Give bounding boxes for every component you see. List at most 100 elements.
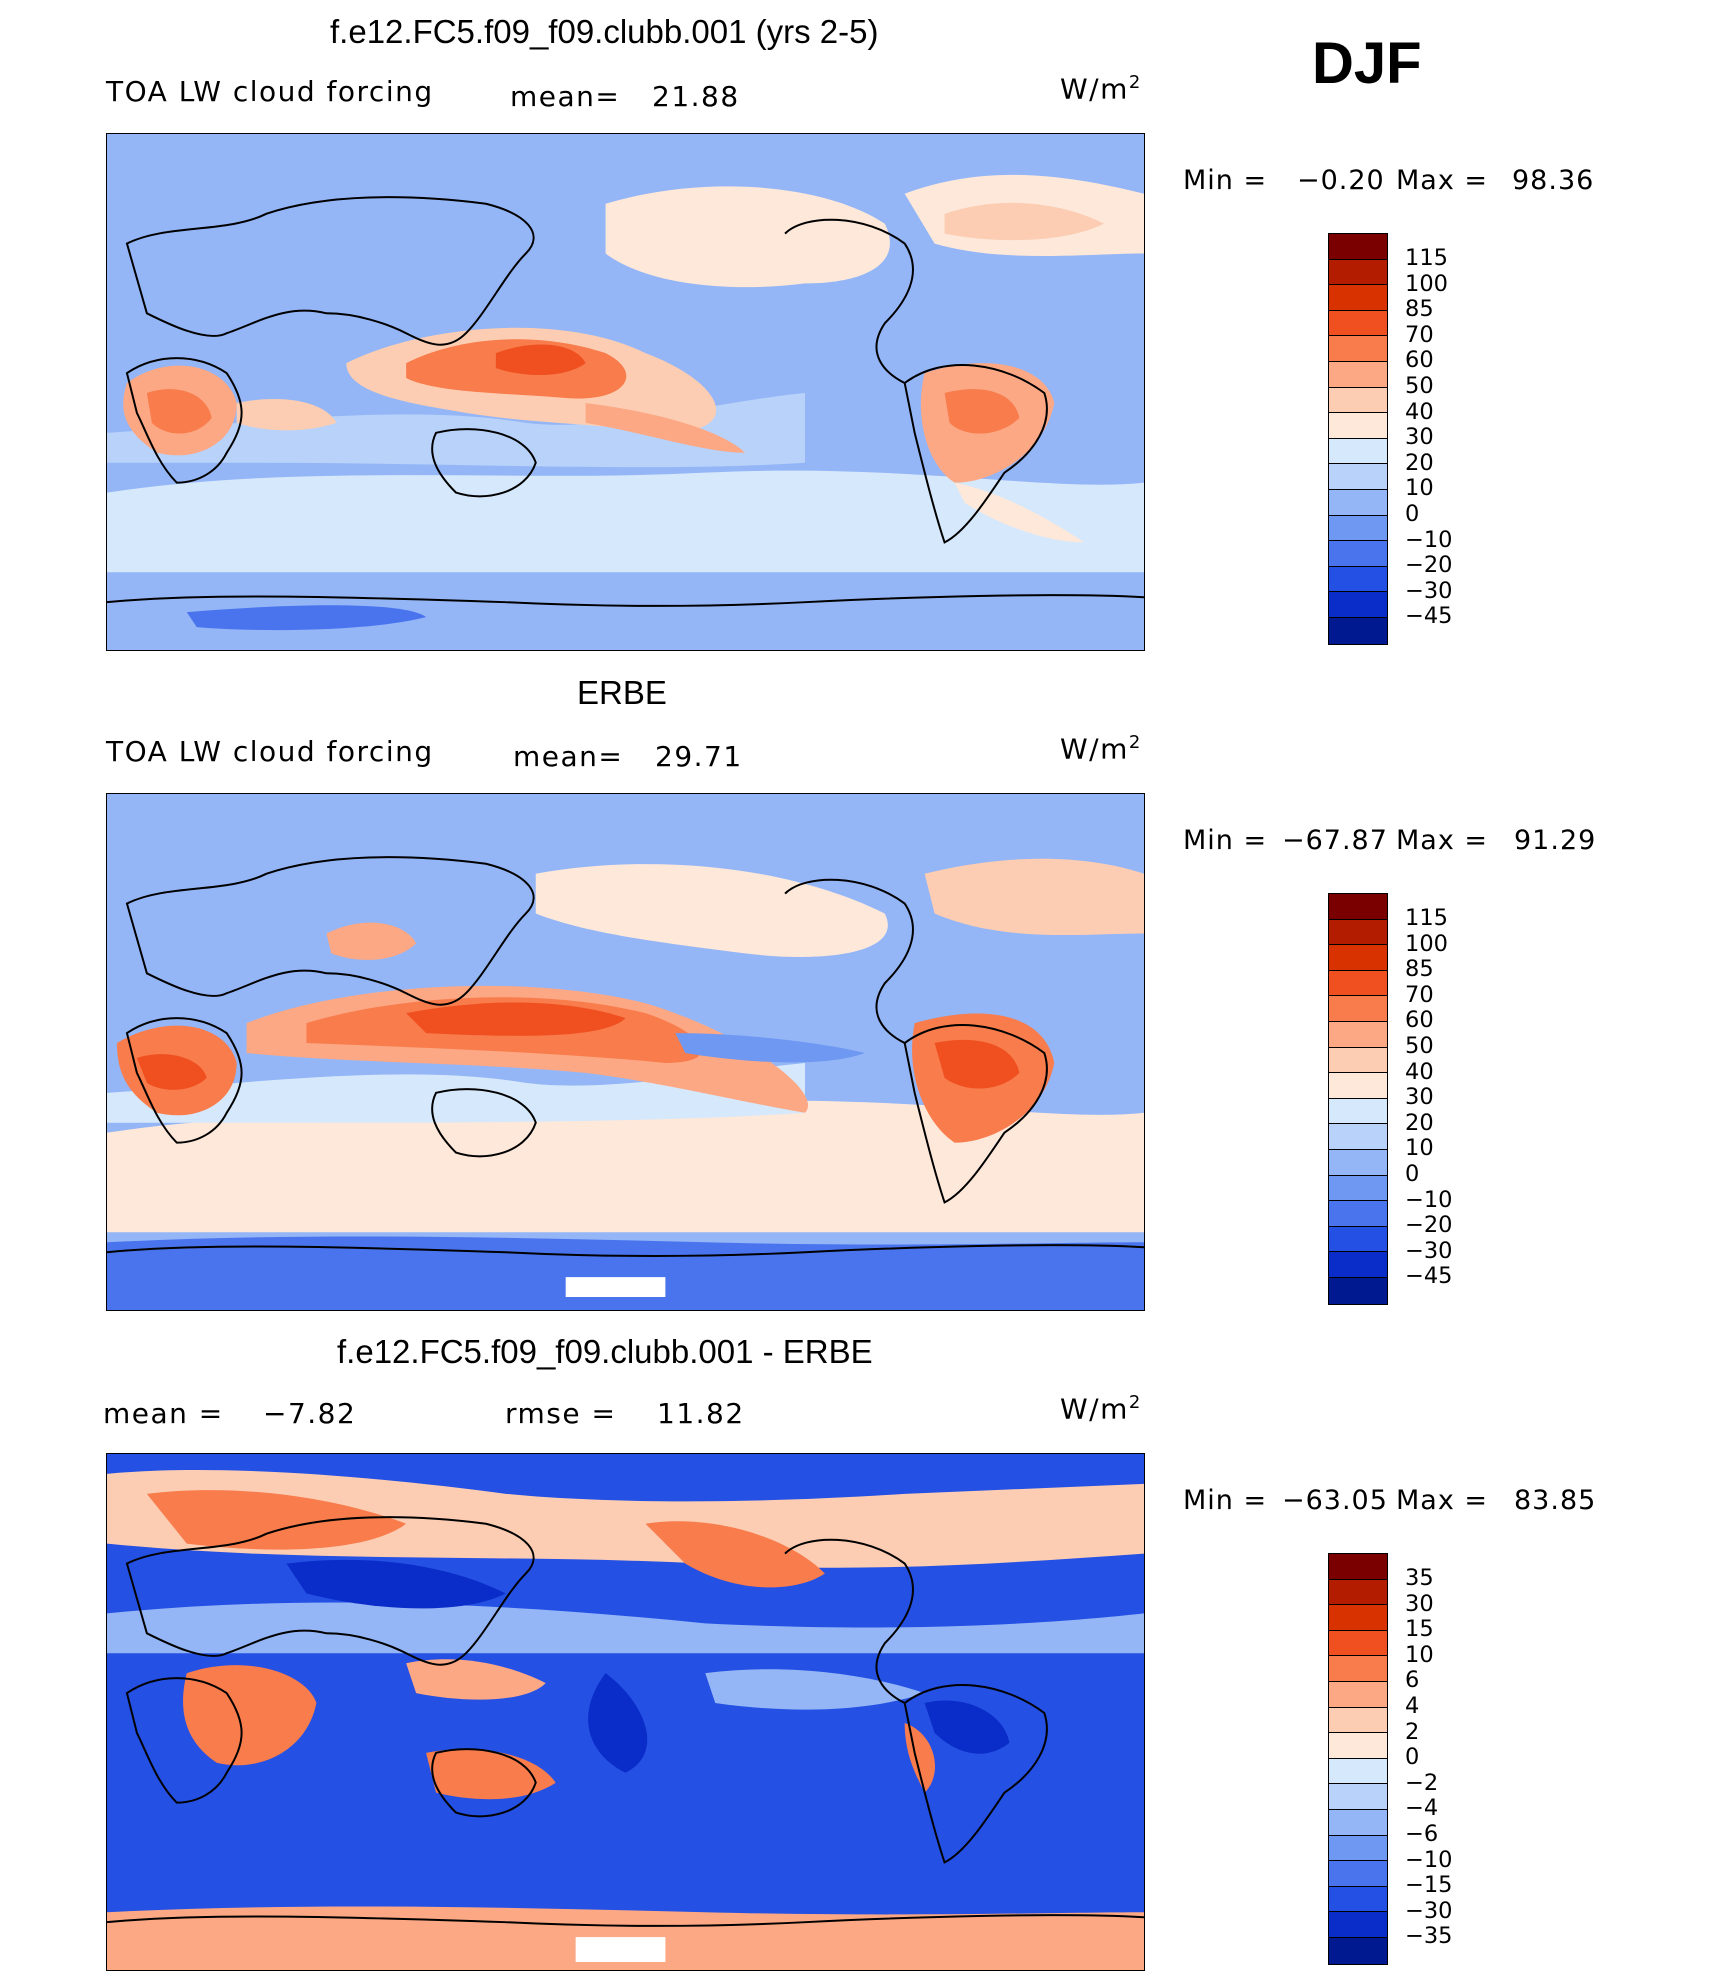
colorbar-swatch — [1329, 1098, 1387, 1125]
colorbar-tick-label: −6 — [1405, 1820, 1439, 1847]
panel1-min-value: −0.20 — [1297, 165, 1385, 196]
colorbar-tick-label: −20 — [1405, 552, 1453, 579]
colorbar-tick-label: 0 — [1405, 500, 1420, 527]
no-data-patch — [565, 1277, 666, 1298]
colorbar-swatch — [1329, 1656, 1387, 1682]
colorbar-swatch — [1329, 996, 1387, 1022]
colorbar-swatch — [1329, 1047, 1387, 1074]
colorbar-swatch — [1329, 1554, 1387, 1580]
panel3-min-value: −63.05 — [1282, 1485, 1388, 1516]
panel3-title: f.e12.FC5.f09_f09.clubb.001 - ERBE — [337, 1333, 873, 1370]
panel2-colorbar-labels: 115 100 85 70 60 50 40 30 20 10 0 −10 −20 −30 −45 — [1405, 905, 1453, 1290]
colorbar-swatch — [1329, 566, 1387, 593]
colorbar-swatch — [1329, 1175, 1387, 1202]
field-patch — [675, 1033, 865, 1063]
colorbar-tick-label: 85 — [1405, 296, 1434, 323]
colorbar-tick-label: 15 — [1405, 1616, 1434, 1643]
field-patch — [924, 858, 1144, 936]
colorbar-swatch — [1329, 1886, 1387, 1913]
panel1-colorbar — [1328, 233, 1388, 645]
field-patch — [107, 470, 1144, 573]
panel3-colorbar-labels: 35 30 15 10 6 4 2 0 −2 −4 −6 −10 −15 −30 −35 — [1405, 1565, 1453, 1950]
panel2-colorbar — [1328, 893, 1388, 1305]
colorbar-tick-label: −10 — [1405, 1186, 1453, 1213]
field-patch — [146, 1490, 407, 1550]
colorbar-tick-label: −10 — [1405, 526, 1453, 553]
colorbar-tick-label: −45 — [1405, 1263, 1453, 1290]
colorbar-swatch — [1329, 1149, 1387, 1176]
panel3-min-label: Min = — [1183, 1485, 1268, 1516]
panel1-min-label: Min = — [1183, 165, 1268, 196]
colorbar-tick-label: 50 — [1405, 1032, 1434, 1059]
field-patch — [944, 389, 1020, 434]
colorbar-swatch — [1329, 1605, 1387, 1631]
panel2-map — [106, 793, 1145, 1311]
field-patch — [286, 1559, 506, 1609]
field-patch — [107, 1470, 1144, 1568]
panel2-min-value: −67.87 — [1282, 825, 1388, 856]
colorbar-swatch — [1329, 1630, 1387, 1657]
colorbar-tick-label: 20 — [1405, 449, 1434, 476]
colorbar-swatch — [1329, 1277, 1387, 1304]
panel2-units: W/m2 — [1060, 732, 1142, 766]
colorbar-swatch — [1329, 336, 1387, 362]
panel2-mean-label: mean= — [513, 740, 624, 773]
colorbar-tick-label: 6 — [1405, 1667, 1420, 1694]
colorbar-swatch — [1329, 1252, 1387, 1278]
field-patch — [585, 402, 746, 453]
field-patch — [426, 1749, 556, 1800]
season-label: DJF — [1312, 31, 1422, 96]
panel1-max-value: 98.36 — [1512, 165, 1595, 196]
field-patch — [705, 1669, 925, 1710]
field-patch — [406, 1659, 546, 1700]
colorbar-tick-label: −15 — [1405, 1872, 1453, 1899]
panel2-mean-value: 29.71 — [655, 740, 743, 773]
panel3-rmse-value: 11.82 — [657, 1397, 745, 1430]
panel1-mean-value: 21.88 — [652, 80, 740, 113]
colorbar-tick-label: 35 — [1405, 1565, 1434, 1591]
field-patch — [236, 399, 337, 431]
colorbar-swatch — [1329, 413, 1387, 439]
colorbar-tick-label: 50 — [1405, 372, 1434, 399]
coastlines — [107, 196, 1144, 607]
colorbar-swatch — [1329, 361, 1387, 388]
colorbar-swatch — [1329, 1707, 1387, 1734]
colorbar-swatch — [1329, 1579, 1387, 1606]
colorbar-swatch — [1329, 489, 1387, 516]
colorbar-tick-label: 10 — [1405, 1641, 1434, 1668]
colorbar-tick-label: 30 — [1405, 1084, 1434, 1111]
colorbar-tick-label: 0 — [1405, 1744, 1420, 1771]
colorbar-swatch — [1329, 1124, 1387, 1150]
colorbar-swatch — [1329, 1226, 1387, 1253]
colorbar-tick-label: 2 — [1405, 1718, 1420, 1745]
panel2-variable-label: TOA LW cloud forcing — [106, 735, 434, 768]
panel1-variable-label: TOA LW cloud forcing — [106, 75, 434, 108]
colorbar-swatch — [1329, 1021, 1387, 1048]
coastlines — [107, 1516, 1144, 1927]
colorbar-tick-label: 115 — [1405, 905, 1448, 931]
colorbar-tick-label: 100 — [1405, 930, 1448, 957]
panel1-mean-label: mean= — [510, 80, 621, 113]
colorbar-tick-label: 70 — [1405, 981, 1434, 1008]
no-data-patch — [575, 1937, 666, 1963]
panel1-title: f.e12.FC5.f09_f09.clubb.001 (yrs 2-5) — [330, 13, 879, 50]
colorbar-tick-label: −30 — [1405, 577, 1453, 604]
panel3-mean-label: mean = — [103, 1397, 224, 1430]
field-patch — [107, 1602, 1144, 1654]
colorbar-tick-label: 20 — [1405, 1109, 1434, 1136]
colorbar-swatch — [1329, 234, 1387, 260]
panel2-map-plot — [107, 794, 1144, 1310]
field-patch — [406, 1002, 626, 1036]
field-patch — [924, 1700, 1010, 1754]
colorbar-tick-label: −2 — [1405, 1769, 1439, 1796]
colorbar-swatch — [1329, 970, 1387, 997]
colorbar-swatch — [1329, 1201, 1387, 1227]
colorbar-tick-label: −20 — [1405, 1212, 1453, 1239]
colorbar-tick-label: 10 — [1405, 475, 1434, 502]
colorbar-swatch — [1329, 945, 1387, 971]
panel2-title: ERBE — [577, 674, 667, 711]
panel3-mean-value: −7.82 — [263, 1397, 357, 1430]
panel1-max-label: Max = — [1396, 165, 1489, 196]
panel3-max-value: 83.85 — [1514, 1485, 1597, 1516]
colorbar-tick-label: −35 — [1405, 1923, 1453, 1950]
